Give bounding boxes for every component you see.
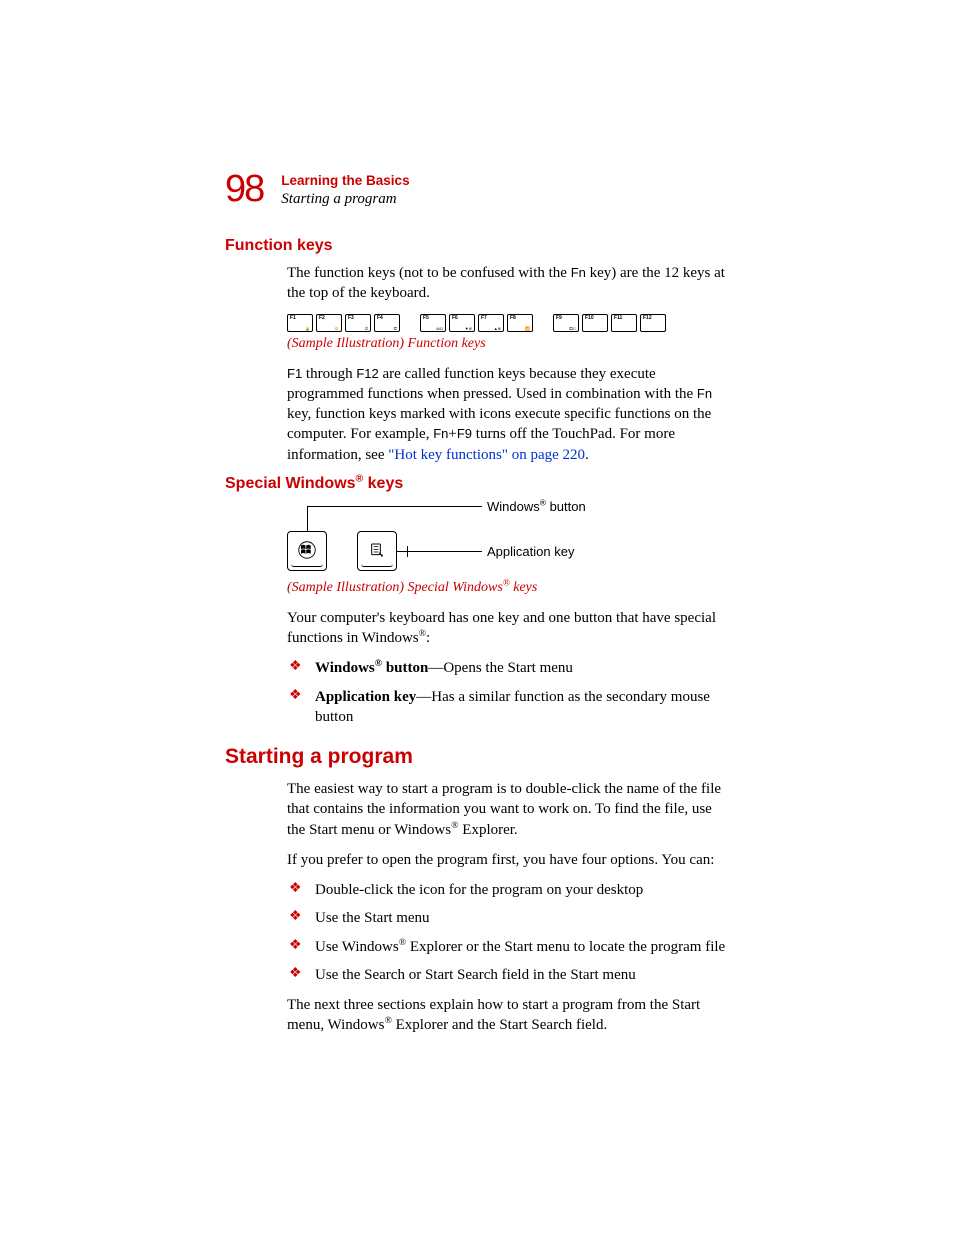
text: Fn <box>433 426 448 441</box>
text: button <box>546 499 586 514</box>
text: F9 <box>457 426 472 441</box>
fkey: F2🔅 <box>316 314 342 332</box>
text: Windows <box>487 499 540 514</box>
section3-p1: The easiest way to start a program is to… <box>287 779 729 840</box>
section2-bullet-list: Windows® button—Opens the Start menu App… <box>287 658 729 727</box>
application-menu-icon <box>369 542 385 558</box>
text: Your computer's keyboard has one key and… <box>287 610 716 646</box>
text: Special Windows <box>225 475 356 492</box>
callout-application-key: Application key <box>487 544 574 559</box>
fkey: F9⎚/□ <box>553 314 579 332</box>
list-item: Use Windows® Explorer or the Start menu … <box>287 937 729 957</box>
fkey: F12 <box>640 314 666 332</box>
link-hot-key-functions[interactable]: "Hot key functions" on page 220 <box>388 447 585 463</box>
list-item: Use the Search or Start Search field in … <box>287 965 729 985</box>
header-text: Learning the Basics Starting a program <box>281 170 409 209</box>
text: F12 <box>356 366 378 381</box>
text: —Opens the Start menu <box>428 660 573 676</box>
section3-p2: If you prefer to open the program first,… <box>287 850 729 870</box>
text: button <box>382 660 428 676</box>
text: keys <box>363 475 403 492</box>
text: Explorer or the Start menu to locate the… <box>406 939 725 955</box>
fkey: F4⎚ <box>374 314 400 332</box>
caption-function-keys: (Sample Illustration) Function keys <box>287 336 729 352</box>
windows-button-key <box>287 531 327 571</box>
heading-special-windows-keys: Special Windows® keys <box>225 475 729 493</box>
function-key-row-illustration: F1🔒 F2🔅 F3⏻ F4⎚ F5A/Ω F6▼※ F7▲※ F8📶 F9⎚/… <box>287 314 729 332</box>
fkey: F3⏻ <box>345 314 371 332</box>
section3-bullet-list: Double-click the icon for the program on… <box>287 880 729 985</box>
page-header: 98 Learning the Basics Starting a progra… <box>225 170 729 209</box>
text: : <box>426 630 430 646</box>
text: keys <box>510 580 538 595</box>
heading-function-keys: Function keys <box>225 237 729 255</box>
text: through <box>302 366 356 382</box>
registered-icon: ® <box>503 577 510 587</box>
section1-p1: The function keys (not to be confused wi… <box>287 263 729 304</box>
text: + <box>448 426 456 442</box>
text: Explorer. <box>459 822 518 838</box>
fkey: F6▼※ <box>449 314 475 332</box>
page: 98 Learning the Basics Starting a progra… <box>0 0 954 1106</box>
fkey: F7▲※ <box>478 314 504 332</box>
section1-p2: F1 through F12 are called function keys … <box>287 364 729 465</box>
caption-windows-keys: (Sample Illustration) Special Windows® k… <box>287 580 729 596</box>
page-number: 98 <box>225 170 263 208</box>
list-item: Double-click the icon for the program on… <box>287 880 729 900</box>
text: Application key <box>315 689 416 705</box>
registered-icon: ® <box>419 628 426 639</box>
text: F1 <box>287 366 302 381</box>
registered-icon: ® <box>384 1015 391 1026</box>
text: . <box>585 447 589 463</box>
application-key <box>357 531 397 571</box>
registered-icon: ® <box>375 658 382 669</box>
heading-starting-a-program: Starting a program <box>225 745 729 769</box>
fkey: F10 <box>582 314 608 332</box>
text: Use Windows <box>315 939 399 955</box>
chapter-title: Learning the Basics <box>281 172 409 190</box>
section3-body: The easiest way to start a program is to… <box>287 779 729 1036</box>
text: Fn <box>697 386 712 401</box>
section3-p3: The next three sections explain how to s… <box>287 995 729 1036</box>
text: (Sample Illustration) Special Windows <box>287 580 503 595</box>
fkey: F11 <box>611 314 637 332</box>
list-item: Application key—Has a similar function a… <box>287 687 729 728</box>
registered-icon: ® <box>399 937 406 948</box>
section1-body: The function keys (not to be confused wi… <box>287 263 729 465</box>
fkey: F1🔒 <box>287 314 313 332</box>
list-item: Use the Start menu <box>287 908 729 928</box>
windows-logo-icon <box>298 541 316 559</box>
fkey: F5A/Ω <box>420 314 446 332</box>
windows-keys-illustration: Windows® button Application key <box>287 501 729 576</box>
list-item: Windows® button—Opens the Start menu <box>287 658 729 678</box>
fn-key-text: Fn <box>571 265 586 280</box>
text: The function keys (not to be confused wi… <box>287 265 571 281</box>
registered-icon: ® <box>451 820 458 831</box>
fkey: F8📶 <box>507 314 533 332</box>
section-subtitle: Starting a program <box>281 190 409 210</box>
section2-p1: Your computer's keyboard has one key and… <box>287 608 729 649</box>
text: Explorer and the Start Search field. <box>392 1017 607 1033</box>
section2-body: Windows® button Application key (Sample … <box>287 501 729 727</box>
text: Windows <box>315 660 375 676</box>
callout-windows-button: Windows® button <box>487 499 586 514</box>
